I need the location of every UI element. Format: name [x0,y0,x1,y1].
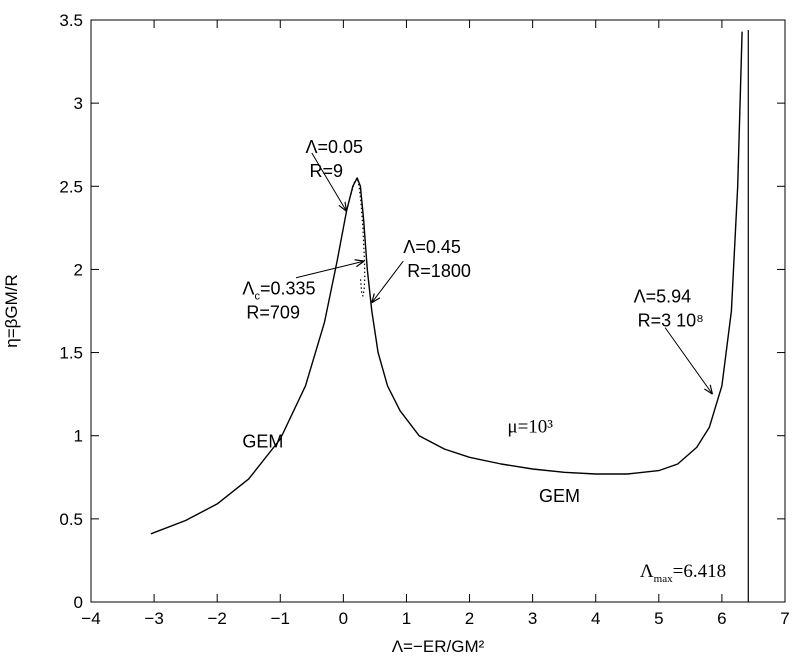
x-tick-label: 6 [717,609,726,628]
dotted-branch-line [350,177,366,297]
annotation: Λ=0.45 R=1800 [372,237,471,303]
annotation-text: R=9 [310,161,344,181]
y-tick-label: 0.5 [59,510,83,529]
series-layer [150,31,743,535]
annotation-arrow [311,152,347,211]
annotation-text: μ=10³ [507,416,553,437]
x-tick-label: 4 [591,609,600,628]
x-tick-label: 5 [654,609,663,628]
x-tick-label: 2 [465,609,474,628]
annotation-arrow [372,260,404,303]
y-tick-labels: 0 0.5 1 1.5 2 2.5 3 3.5 [59,11,83,612]
annotation-text: R=1800 [407,261,471,281]
x-tick-label: 0 [339,609,348,628]
y-tick-label: 0 [74,593,83,612]
x-axis-label: Λ=−ER/GM² [392,637,485,656]
annotation: Λ=0.05 R=9 [306,137,364,211]
y-tick-label: 2 [74,260,83,279]
y-tick-label: 3 [74,94,83,113]
annotation-text: GEM [539,486,580,506]
annotation-text: Λ=5.94 [634,287,692,307]
annotation: Λ=5.94 R=3 10⁸ [634,287,713,394]
x-tick-label: 1 [402,609,411,628]
x-tick-label: −2 [207,609,226,628]
annotation-text: Λc=0.335 [242,278,315,302]
y-axis-label: η=βGM/R [2,274,21,348]
y-tick-label: 1 [74,427,83,446]
y-tick-label: 1.5 [59,344,83,363]
annotation-text: R=709 [246,302,300,322]
x-tick-label: −3 [144,609,163,628]
annotation-text: Λ=0.05 [306,137,364,157]
x-tick-label: 7 [780,609,789,628]
y-tick-label: 3.5 [59,11,83,30]
x-tick-label: 3 [528,609,537,628]
y-tick-label: 2.5 [59,177,83,196]
x-tick-label: −4 [81,609,100,628]
annotation-arrow [664,327,712,395]
annotation-text: Λ=0.45 [403,237,461,257]
annotation-text: GEM [242,431,283,451]
x-tick-labels: −4 −3 −2 −1 0 1 2 3 4 5 6 7 [81,609,789,628]
annotation-text: R=3 10⁸ [638,311,704,331]
plot-frame [90,19,786,603]
main-curve-line [150,31,743,535]
annotation-arrow [295,261,364,279]
x-tick-label: −1 [271,609,290,628]
annotation-text: Λmax=6.418 [640,561,726,585]
ticks [90,19,786,603]
